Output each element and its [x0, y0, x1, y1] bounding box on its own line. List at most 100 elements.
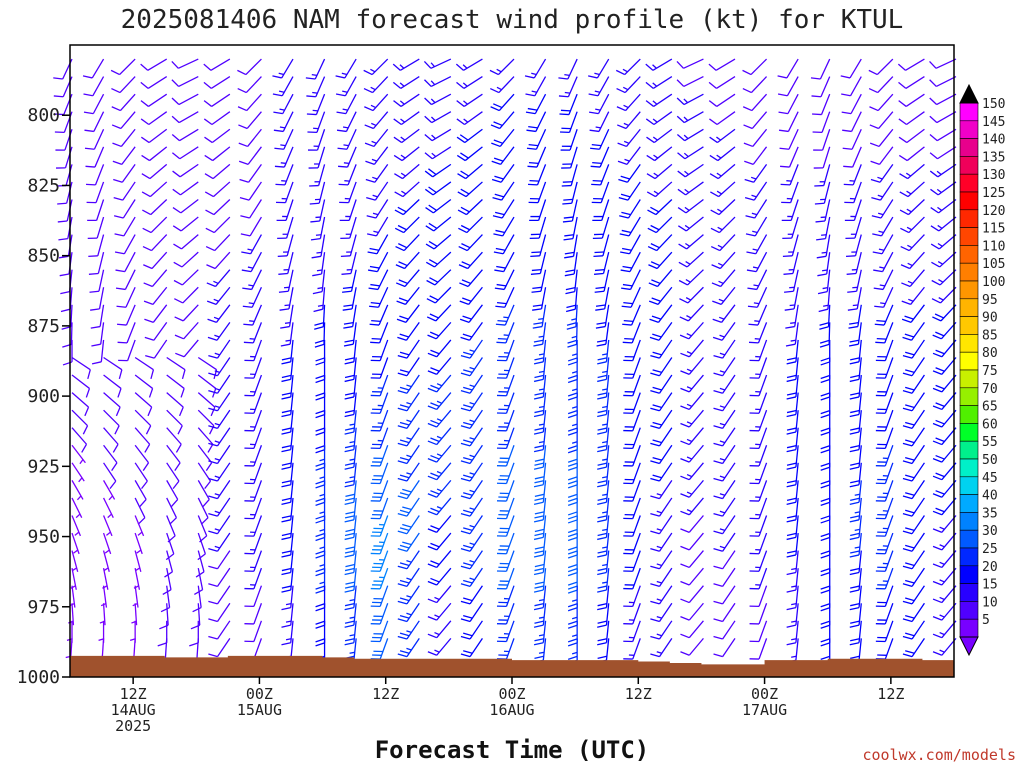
barb-feather-full	[427, 370, 437, 375]
barb-feather-full	[713, 635, 723, 640]
barb-staff	[315, 93, 326, 115]
barb-staff	[346, 146, 357, 168]
barb-feather-full	[315, 554, 325, 559]
barb-feather-full	[932, 545, 943, 551]
barb-staff	[879, 163, 894, 183]
barb-feather-full	[142, 227, 152, 234]
barb-staff	[505, 462, 515, 484]
barb-feather-full	[597, 638, 608, 642]
wind-barb	[849, 603, 862, 628]
barb-staff	[406, 462, 420, 482]
barb-feather-half	[571, 599, 578, 602]
wind-barb	[874, 286, 894, 308]
barb-feather-full	[116, 323, 127, 326]
barb-feather-full	[870, 178, 881, 183]
barb-feather-half	[623, 104, 629, 109]
wind-barb	[680, 620, 704, 639]
colorbar-segment	[959, 173, 979, 193]
barb-feather-full	[344, 550, 355, 554]
wind-barb	[623, 392, 641, 414]
barb-staff	[722, 638, 736, 657]
barb-feather-full	[162, 589, 172, 595]
barb-staff	[911, 480, 925, 499]
barb-feather-full	[423, 61, 432, 69]
barb-feather-full	[932, 316, 942, 322]
wind-barb	[237, 76, 262, 94]
barb-staff	[211, 128, 231, 144]
barb-feather-full	[111, 462, 118, 471]
barb-feather-full	[430, 367, 440, 372]
barb-feather-full	[430, 349, 440, 355]
barb-feather-full	[173, 261, 183, 268]
barb-feather-full	[86, 183, 96, 186]
barb-feather-full	[713, 390, 723, 394]
barb-feather-half	[939, 649, 945, 653]
barb-feather-full	[871, 196, 881, 201]
wind-barb	[397, 638, 420, 658]
wind-barb	[623, 532, 641, 555]
wind-barb	[343, 304, 357, 329]
barb-feather-full	[207, 318, 217, 323]
barb-feather-full	[648, 282, 658, 288]
barb-feather-full	[874, 323, 885, 326]
barb-feather-half	[372, 194, 378, 198]
barb-staff	[505, 603, 515, 625]
wind-barb	[901, 304, 925, 323]
barb-staff	[465, 199, 483, 216]
wind-barb	[591, 164, 610, 186]
barb-feather-half	[564, 91, 571, 94]
barb-staff	[379, 409, 389, 432]
barb-staff	[216, 602, 231, 622]
barb-feather-full	[820, 620, 830, 625]
wind-barb	[192, 585, 202, 613]
barb-feather-full	[680, 545, 690, 551]
barb-feather-full	[622, 265, 632, 269]
wind-barb	[710, 199, 736, 216]
colorbar-label: 80	[982, 346, 998, 361]
barb-feather-half	[936, 188, 942, 194]
wind-barb	[874, 304, 894, 326]
wind-barb	[344, 427, 357, 453]
wind-barb	[680, 357, 704, 375]
barb-staff	[431, 111, 452, 124]
barb-feather-full	[930, 243, 940, 250]
barb-staff	[505, 445, 515, 467]
barb-feather-full	[567, 536, 578, 542]
barb-feather-half	[406, 402, 412, 405]
barb-staff	[632, 339, 641, 361]
wind-barb	[712, 321, 736, 341]
barb-feather-half	[317, 304, 324, 307]
barb-staff	[371, 58, 389, 76]
barb-feather-full	[306, 113, 317, 116]
barb-staff	[245, 58, 262, 76]
barb-feather-full	[370, 283, 380, 287]
wind-barb	[369, 304, 389, 326]
barb-feather-full	[650, 495, 660, 500]
barb-feather-full	[932, 563, 943, 569]
wind-barb	[567, 339, 578, 366]
wind-barb	[459, 286, 483, 306]
barb-staff	[252, 322, 263, 344]
wind-barb	[143, 269, 168, 288]
barb-feather-full	[455, 63, 464, 71]
barb-feather-full	[395, 245, 405, 252]
barb-staff	[786, 58, 799, 79]
barb-feather-full	[208, 635, 218, 640]
barb-feather-full	[743, 142, 754, 148]
barb-staff	[253, 462, 263, 484]
wind-barb	[713, 374, 736, 394]
barb-staff	[402, 163, 420, 180]
barb-feather-full	[497, 337, 508, 340]
barb-staff	[166, 532, 175, 555]
wind-barb	[103, 409, 120, 435]
barb-feather-full	[275, 183, 285, 186]
wind-barb	[749, 392, 768, 414]
wind-barb	[496, 322, 515, 344]
barb-feather-full	[393, 154, 403, 162]
barb-feather-full	[820, 515, 830, 520]
wind-barb	[307, 111, 326, 133]
barb-feather-full	[309, 202, 320, 205]
barb-staff	[94, 146, 105, 168]
wind-barb	[427, 321, 452, 340]
barb-staff	[626, 146, 641, 165]
